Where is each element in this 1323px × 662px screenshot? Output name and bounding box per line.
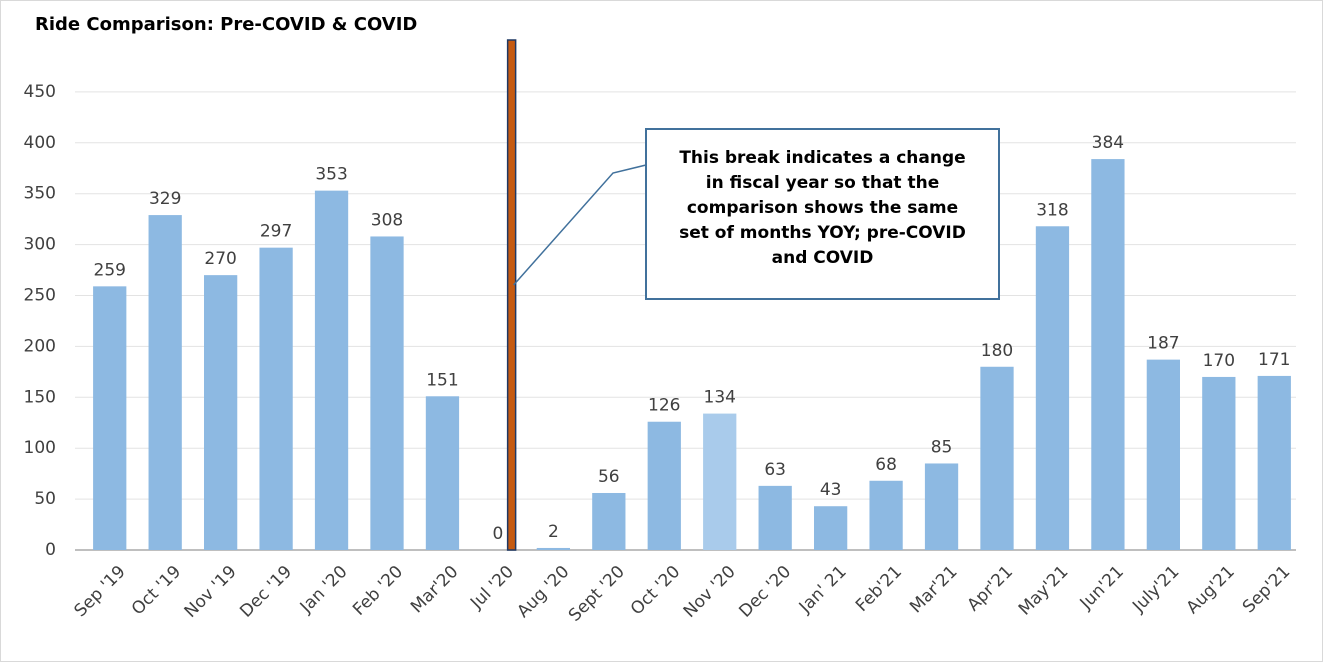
value-label: 270 bbox=[204, 249, 236, 269]
x-tick-label: Sep'21 bbox=[1239, 562, 1294, 617]
bar bbox=[1257, 375, 1291, 550]
y-tick-label: 200 bbox=[24, 336, 56, 356]
y-tick-label: 450 bbox=[24, 82, 56, 102]
value-label: 2 bbox=[548, 522, 559, 542]
value-label: 43 bbox=[820, 480, 842, 500]
value-label: 0 bbox=[492, 524, 503, 544]
y-tick-label: 300 bbox=[24, 235, 56, 255]
x-tick-label: Dec '19 bbox=[236, 562, 296, 622]
callout-line bbox=[513, 164, 647, 286]
x-tick-label: Sept '20 bbox=[565, 562, 629, 626]
x-tick-label: Feb'21 bbox=[852, 562, 906, 616]
value-label: 384 bbox=[1092, 133, 1124, 153]
bar bbox=[647, 421, 681, 550]
value-label: 180 bbox=[981, 341, 1013, 361]
value-label: 187 bbox=[1147, 334, 1179, 354]
value-label: 134 bbox=[704, 388, 736, 408]
x-tick-label: Jul '20 bbox=[466, 562, 518, 614]
bar bbox=[148, 215, 182, 550]
y-tick-label: 250 bbox=[24, 286, 56, 306]
value-label: 318 bbox=[1036, 200, 1068, 220]
x-tick-label: Feb '20 bbox=[349, 562, 407, 620]
y-tick-label: 350 bbox=[24, 184, 56, 204]
value-label: 353 bbox=[315, 165, 347, 185]
y-tick-label: 150 bbox=[24, 387, 56, 407]
bar bbox=[924, 463, 959, 550]
value-label: 308 bbox=[371, 210, 403, 230]
bar bbox=[425, 396, 460, 550]
annotation: This break indicates a change in fiscal … bbox=[645, 128, 1000, 300]
value-label: 297 bbox=[260, 222, 292, 242]
value-label: 329 bbox=[149, 189, 181, 209]
bar bbox=[703, 413, 737, 550]
x-tick-label: Nov '20 bbox=[680, 562, 740, 622]
x-tick-label: Jan '20 bbox=[296, 562, 352, 618]
bar bbox=[259, 247, 293, 551]
x-tick-label: July'21 bbox=[1128, 562, 1183, 617]
value-label: 151 bbox=[426, 370, 458, 390]
bar bbox=[869, 480, 903, 550]
bar bbox=[370, 236, 404, 550]
x-tick-label: Jan' 21 bbox=[795, 562, 851, 618]
x-tick-label: Jun'21 bbox=[1076, 562, 1128, 614]
x-tick-label: Aug '20 bbox=[513, 562, 573, 622]
fiscal-break bbox=[506, 39, 517, 551]
bar bbox=[1202, 376, 1236, 550]
bar bbox=[758, 485, 792, 550]
value-label: 170 bbox=[1203, 351, 1235, 371]
x-tick-label: May'21 bbox=[1015, 562, 1073, 620]
bar bbox=[204, 275, 238, 550]
bar bbox=[1091, 159, 1125, 550]
x-tick-label: Mar'20 bbox=[407, 562, 462, 617]
bar bbox=[536, 547, 570, 550]
value-label: 56 bbox=[598, 467, 620, 487]
y-tick-label: 50 bbox=[34, 489, 56, 509]
bar bbox=[1035, 226, 1070, 550]
value-label: 259 bbox=[94, 260, 126, 280]
bar bbox=[592, 492, 626, 550]
value-label: 85 bbox=[931, 437, 953, 457]
x-tick-label: Mar'21 bbox=[906, 562, 961, 617]
x-tick-label: Nov '19 bbox=[181, 562, 241, 622]
x-tick-label: Apr'21 bbox=[963, 562, 1017, 616]
value-label: 171 bbox=[1258, 350, 1290, 370]
x-tick-label: Aug'21 bbox=[1183, 562, 1239, 618]
bar bbox=[314, 190, 349, 550]
x-tick-label: Oct '20 bbox=[627, 562, 684, 619]
x-tick-label: Sep '19 bbox=[71, 562, 130, 621]
bar bbox=[814, 506, 848, 550]
value-label: 63 bbox=[764, 460, 786, 480]
bar bbox=[980, 366, 1014, 550]
x-tick-label: Dec '20 bbox=[735, 562, 795, 622]
x-tick-label: Oct '19 bbox=[128, 562, 185, 619]
y-tick-label: 0 bbox=[45, 540, 56, 560]
bar bbox=[1146, 359, 1180, 550]
y-tick-label: 100 bbox=[24, 438, 56, 458]
y-tick-label: 400 bbox=[24, 133, 56, 153]
bar bbox=[93, 286, 127, 550]
value-label: 68 bbox=[875, 455, 897, 475]
chart-title: Ride Comparison: Pre-COVID & COVID bbox=[35, 14, 417, 35]
value-label: 126 bbox=[648, 396, 680, 416]
